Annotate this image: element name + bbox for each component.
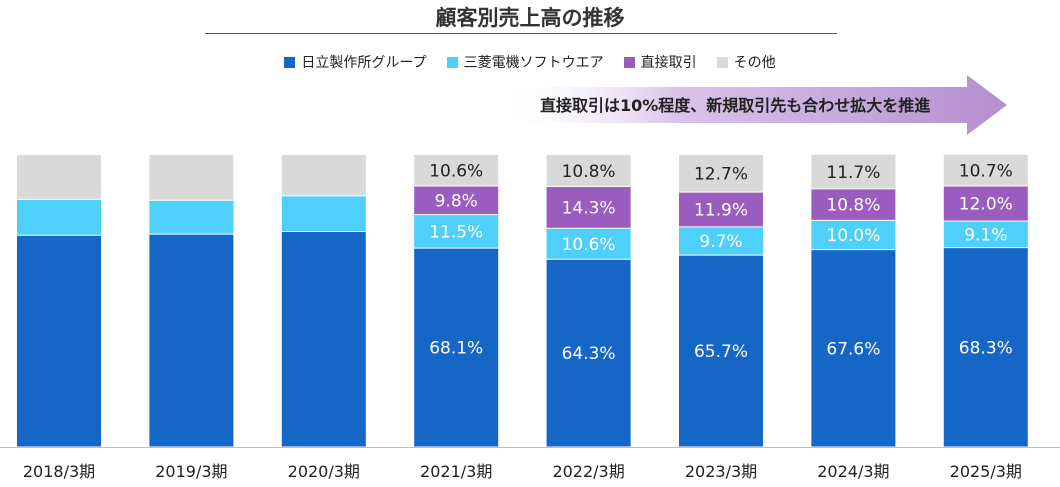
legend-label-direct: 直接取引 bbox=[640, 55, 697, 71]
bar-segment-hitachi-2 bbox=[281, 231, 366, 447]
bar-segment-hitachi-5 bbox=[679, 255, 763, 447]
bar-segment-mitsubishi-4 bbox=[546, 228, 631, 260]
legend-item-direct: 直接取引 bbox=[623, 52, 697, 72]
data-label-direct-6: 10.8% bbox=[826, 196, 880, 216]
chart-title: 顧客別売上高の推移 bbox=[435, 6, 625, 30]
data-label-hitachi-3: 68.1% bbox=[429, 339, 483, 359]
data-label-direct-4: 14.3% bbox=[562, 198, 616, 218]
legend-label-mitsubishi: 三菱電機ソフトウエア bbox=[463, 55, 604, 71]
x-tick-label-3: 2021/3期 bbox=[420, 462, 492, 481]
bar-segment-mitsubishi-2 bbox=[281, 195, 366, 232]
bar-segment-other-3 bbox=[414, 155, 499, 186]
data-label-mitsubishi-7: 9.1% bbox=[964, 225, 1007, 245]
data-label-direct-5: 11.9% bbox=[694, 200, 748, 220]
legend-swatch-other bbox=[716, 56, 728, 68]
x-tick-label-2: 2020/3期 bbox=[288, 462, 360, 481]
bar-segment-other-5 bbox=[679, 155, 763, 193]
legend-item-other: その他 bbox=[716, 52, 776, 72]
bar-segment-direct-5 bbox=[679, 192, 763, 227]
bar-segment-hitachi-7 bbox=[943, 247, 1028, 447]
data-label-mitsubishi-6: 10.0% bbox=[826, 226, 880, 246]
data-label-other-3: 10.6% bbox=[429, 161, 483, 181]
bar-segment-hitachi-3 bbox=[414, 248, 499, 447]
bar-segment-hitachi-4 bbox=[546, 259, 631, 447]
data-label-hitachi-6: 67.6% bbox=[826, 339, 880, 359]
title-divider bbox=[205, 33, 837, 34]
banner-arrow bbox=[497, 75, 1007, 135]
x-tick-label-0: 2018/3期 bbox=[23, 462, 95, 481]
bar-segment-mitsubishi-6 bbox=[811, 220, 896, 250]
legend-swatch-hitachi bbox=[284, 56, 296, 68]
bar-segment-other-4 bbox=[546, 155, 631, 187]
data-label-direct-3: 9.8% bbox=[435, 191, 478, 211]
bar-segment-mitsubishi-3 bbox=[414, 214, 499, 249]
legend-item-hitachi: 日立製作所グループ bbox=[284, 52, 427, 72]
x-tick-label-7: 2025/3期 bbox=[950, 462, 1022, 481]
data-label-hitachi-7: 68.3% bbox=[959, 338, 1013, 358]
bar-segment-direct-6 bbox=[811, 188, 896, 221]
banner-arrow-shape bbox=[497, 75, 1007, 135]
bar-segment-mitsubishi-0 bbox=[17, 199, 101, 236]
bar-segment-mitsubishi-1 bbox=[149, 200, 234, 235]
x-tick-label-1: 2019/3期 bbox=[155, 462, 227, 481]
data-label-other-7: 10.7% bbox=[959, 161, 1013, 181]
legend-label-hitachi: 日立製作所グループ bbox=[301, 55, 427, 71]
data-label-other-5: 12.7% bbox=[694, 165, 748, 185]
data-label-mitsubishi-5: 9.7% bbox=[699, 232, 742, 252]
bar-segment-other-2 bbox=[281, 155, 366, 196]
banner-text: 直接取引は10%程度、新規取引先も合わせ拡大を推進 bbox=[540, 96, 931, 115]
data-label-direct-7: 12.0% bbox=[959, 194, 1013, 214]
bar-segment-direct-7 bbox=[943, 185, 1028, 221]
bar-segment-direct-3 bbox=[414, 185, 499, 215]
bar-segment-other-7 bbox=[943, 154, 1028, 186]
bar-segment-direct-4 bbox=[546, 186, 631, 229]
legend-item-mitsubishi: 三菱電機ソフトウエア bbox=[446, 52, 604, 72]
legend-label-other: その他 bbox=[733, 55, 776, 71]
data-label-other-4: 10.8% bbox=[562, 162, 616, 182]
bar-segment-other-6 bbox=[811, 154, 896, 189]
bar-segment-other-0 bbox=[17, 155, 101, 200]
data-label-hitachi-4: 64.3% bbox=[562, 344, 616, 364]
bar-segment-other-1 bbox=[149, 155, 234, 201]
bar-segment-hitachi-6 bbox=[811, 249, 896, 447]
x-tick-label-6: 2024/3期 bbox=[817, 462, 889, 481]
data-label-mitsubishi-3: 11.5% bbox=[429, 222, 483, 242]
bar-segment-hitachi-1 bbox=[149, 234, 234, 447]
legend-swatch-mitsubishi bbox=[446, 56, 458, 68]
data-label-hitachi-5: 65.7% bbox=[694, 342, 748, 362]
legend: 日立製作所グループ 三菱電機ソフトウエア 直接取引 その他 bbox=[0, 52, 1060, 72]
bar-segment-hitachi-0 bbox=[17, 235, 101, 447]
bar-segment-mitsubishi-7 bbox=[943, 220, 1028, 248]
data-label-mitsubishi-4: 10.6% bbox=[562, 235, 616, 255]
x-tick-label-5: 2023/3期 bbox=[685, 462, 757, 481]
data-label-other-6: 11.7% bbox=[826, 163, 880, 183]
legend-swatch-direct bbox=[623, 56, 635, 68]
x-tick-label-4: 2022/3期 bbox=[552, 462, 624, 481]
bar-segment-mitsubishi-5 bbox=[679, 226, 763, 256]
